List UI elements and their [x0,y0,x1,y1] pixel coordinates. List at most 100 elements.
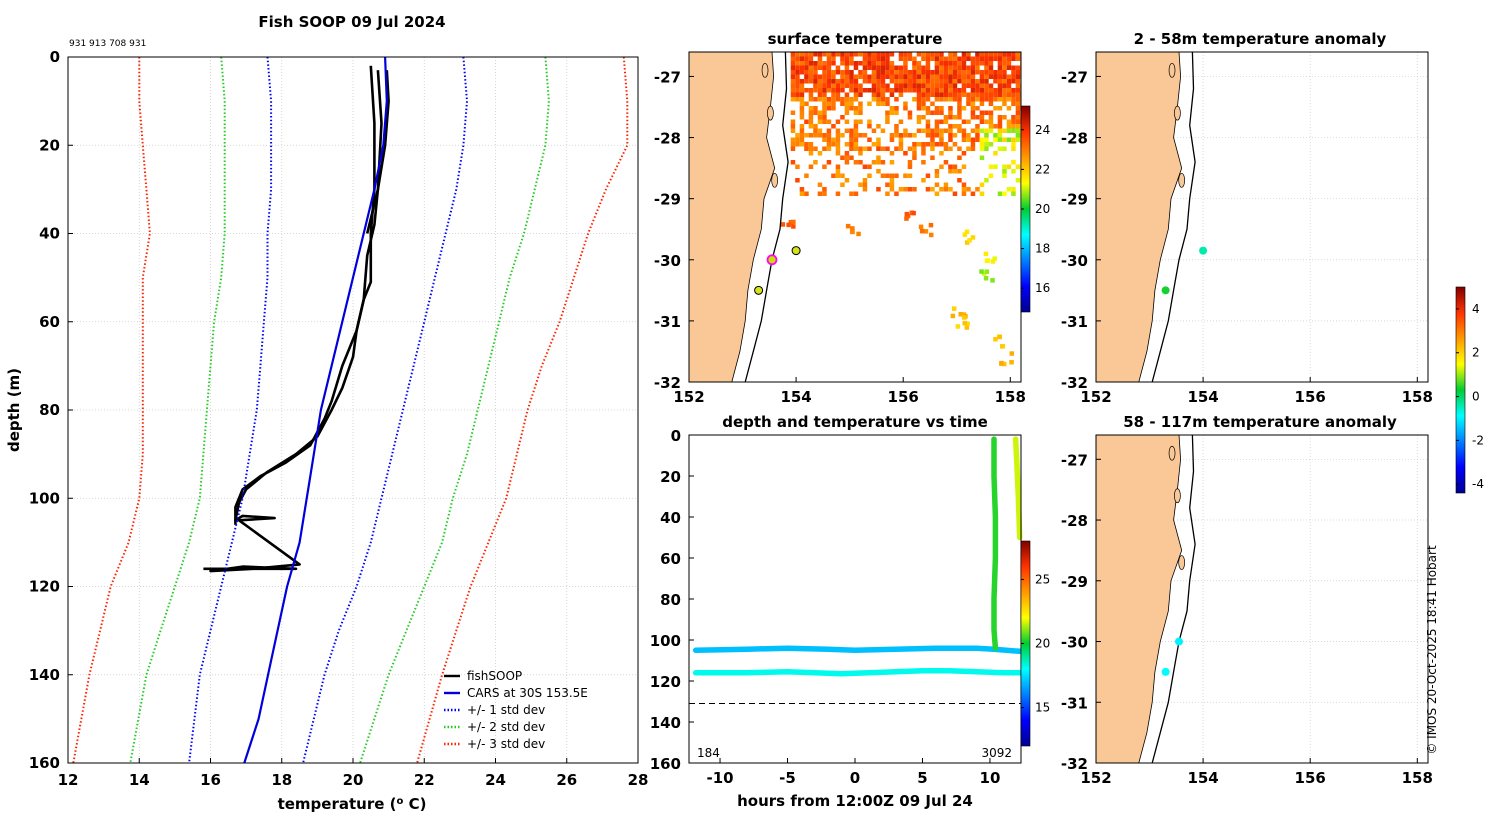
sst-pixel [925,74,931,79]
sst-pixel [871,79,877,84]
sst-pixel [1011,137,1016,142]
sst-pixel [831,97,836,102]
sst-pixel [826,79,832,84]
sst-pixel [925,187,931,192]
sst-pixel [912,56,917,61]
map-xtick-label: 156 [888,388,919,406]
timeseries-xtick-label: 5 [917,769,927,787]
sst-pixel [831,106,836,111]
sst-pixel [988,92,994,97]
sst-pixel [943,187,949,192]
sst-pixel [844,92,850,97]
sst-pixel [904,216,909,221]
map-ytick-label: -31 [1061,313,1088,331]
sst-pixel [984,142,989,147]
sst-pixel [964,229,970,234]
sst-pixel [957,169,962,174]
profile-ytick-label: 0 [50,48,60,66]
profile-xtick-label: 14 [129,771,150,789]
sst-pixel [840,88,845,93]
sst-pixel [856,231,861,237]
sst-pixel [939,92,944,97]
profile-xtick-label: 12 [58,771,79,789]
sst-pixel [799,115,805,120]
sst-pixel [858,151,863,156]
sst-pixel [975,137,980,142]
sst-pixel [813,146,818,151]
map-xtick-label: 158 [1402,388,1433,406]
sst-pixel [943,88,949,93]
sst-marker [766,254,778,266]
sst-pixel [790,83,796,88]
sst-pixel [988,61,994,66]
sst-pixel [826,74,832,79]
sst-pixel [799,191,805,196]
sst-pixel [1011,70,1016,75]
sst-pixel [1002,361,1007,367]
sst-pixel [993,133,998,138]
sst-pixel [840,61,845,66]
sst-pixel [840,115,845,120]
sst-pixel [925,128,931,133]
sst-pixel [984,79,989,84]
land-mass [1096,435,1183,763]
sst-pixel [790,65,796,70]
sst-pixel [885,97,890,102]
sst-pixel [903,187,908,192]
sst-pixel [885,56,890,61]
sst-colorbar-tick-label: 22 [1035,162,1050,176]
sst-pixel [997,52,1003,57]
sst-pixel [862,146,868,151]
sst-pixel [979,128,985,133]
sst-pixel [849,83,854,88]
sst-pixel [889,70,895,75]
sst-pixel [916,119,922,124]
sst-pixel [844,52,850,57]
sst-pixel [804,52,809,57]
sst-pixel [934,128,940,133]
legend-entry: +/- 1 std dev [467,703,545,717]
sst-pixel [844,119,850,124]
sst-pixel [894,133,899,138]
sst-pixel [943,56,949,61]
sst-pixel [1006,128,1012,133]
anom-deep-panel: 152 154 156 158 -27 -28 -29 -30 -31 -32 [1061,434,1433,787]
sst-pixel [898,133,904,138]
sst-pixel [808,110,814,115]
sst-pixel [970,92,976,97]
sst-pixel [993,70,998,75]
sst-pixel [979,191,985,196]
sst-pixel [1006,97,1012,102]
sst-pixel [919,228,925,234]
sst-pixel [1006,61,1012,66]
sst-pixel [1011,88,1016,93]
sst-pixel [795,92,800,97]
sst-pixel [997,61,1003,66]
sst-pixel [840,52,845,57]
sst-pixel [957,146,962,151]
sst-pixel [983,276,989,281]
sst-pixel [984,137,989,142]
sst-pixel [943,128,949,133]
sst-pixel [1015,79,1021,84]
sst-pixel [867,88,872,93]
sst-pixel [795,61,800,66]
sst-pixel [934,169,940,174]
sst-pixel [1009,351,1014,356]
sst-pixel [984,119,989,124]
sst-pixel [1006,164,1012,169]
sst-pixel [925,65,931,70]
sst-pixel [997,56,1003,61]
sst-pixel [984,128,989,133]
profile-ytick-label: 160 [29,754,60,772]
sst-pixel [889,65,895,70]
sst-colorbar-tick-label: 20 [1035,202,1050,216]
sst-pixel [984,61,989,66]
sst-pixel [939,151,944,156]
sst-pixel [898,70,904,75]
sst-pixel [930,88,935,93]
sst-pixel [948,169,953,174]
sst-pixel [979,79,985,84]
sst-pixel [921,92,926,97]
anomaly-colorbar-tick-label: 4 [1472,302,1480,316]
